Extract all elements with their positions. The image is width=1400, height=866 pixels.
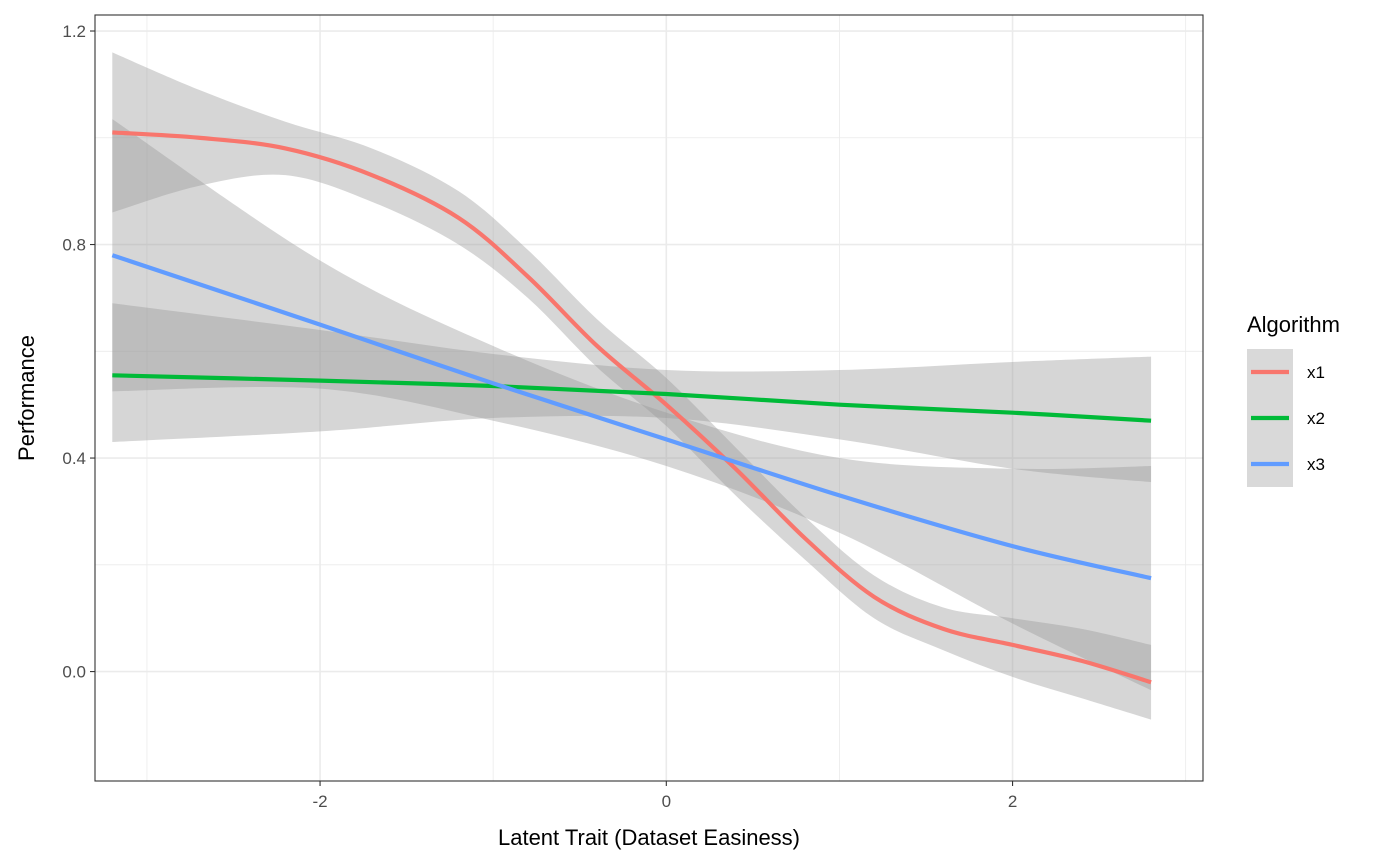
legend-label-x2: x2 (1307, 409, 1325, 428)
series-line-x2 (112, 373, 1152, 423)
x-tick-label: -2 (313, 792, 328, 811)
panel-border (94, 14, 1204, 782)
legend: Algorithm x1 x2 x3 (1247, 312, 1340, 487)
confidence-bands (112, 52, 1152, 720)
confidence-band-x1 (112, 52, 1152, 720)
legend-label-x3: x3 (1307, 455, 1325, 474)
series-line-x3 (111, 253, 1152, 581)
y-tick-label: 0.0 (62, 663, 86, 682)
x-tick-label: 0 (662, 792, 671, 811)
axes: 0.0 0.4 0.8 1.2 -2 0 2 (62, 22, 1017, 811)
y-tick-label: 0.8 (62, 236, 86, 255)
legend-label-x1: x1 (1307, 363, 1325, 382)
confidence-band-x3 (112, 119, 1152, 691)
x-tick-label: 2 (1008, 792, 1017, 811)
legend-title: Algorithm (1247, 312, 1340, 337)
x-axis-title: Latent Trait (Dataset Easiness) (498, 825, 800, 850)
y-tick-label: 1.2 (62, 22, 86, 41)
series-lines (111, 130, 1152, 685)
series-line-x1 (112, 130, 1152, 685)
grid (95, 15, 1203, 781)
y-axis-title: Performance (14, 335, 39, 461)
y-tick-label: 0.4 (62, 449, 86, 468)
